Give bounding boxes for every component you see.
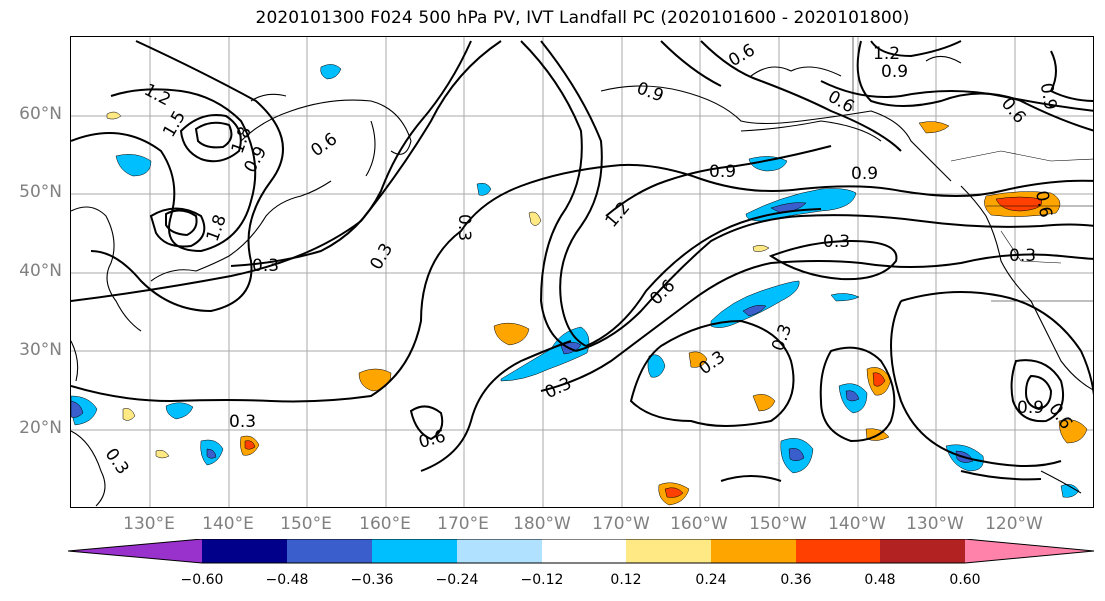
positive-anomaly-12 bbox=[106, 111, 122, 120]
map-canvas: 1.2 1.5 1.8 0.9 0.6 1.8 0.3 0.3 0.3 1.2 … bbox=[71, 37, 1093, 507]
lon-label-120w: 120°W bbox=[985, 514, 1043, 534]
lat-label-50n: 50°N bbox=[19, 182, 62, 202]
contour-label: 0.3 bbox=[229, 412, 256, 432]
contour-label: 0.3 bbox=[768, 322, 796, 354]
lon-label-170e: 170°E bbox=[437, 514, 489, 534]
colorbar-tick-label: 0.60 bbox=[949, 572, 981, 588]
colorbar-segment bbox=[626, 539, 711, 563]
positive-anomaly-6 bbox=[688, 351, 708, 368]
lon-label-140e: 140°E bbox=[202, 514, 254, 534]
lon-label-150w: 150°W bbox=[749, 514, 807, 534]
negative-anomaly-small-3 bbox=[476, 182, 492, 196]
colorbar-segment bbox=[880, 539, 965, 563]
negative-anomaly-small-4 bbox=[1060, 484, 1080, 498]
contour-label: 1.5 bbox=[159, 107, 190, 140]
contour-label: 0.6 bbox=[824, 87, 857, 118]
contour-label: 1.2 bbox=[873, 44, 900, 64]
positive-anomaly-13 bbox=[752, 245, 770, 252]
lon-label-140w: 140°W bbox=[828, 514, 886, 534]
positive-anomaly-10 bbox=[918, 121, 950, 134]
contour-label: 0.3 bbox=[454, 214, 474, 241]
lon-label-180w: 180°W bbox=[513, 514, 571, 534]
positive-anomaly-1 bbox=[493, 322, 530, 346]
lon-label-160w: 160°W bbox=[670, 514, 728, 534]
pv-contours bbox=[71, 40, 1093, 482]
negative-anomaly-small-1 bbox=[320, 64, 342, 80]
contour-label: 0.9 bbox=[634, 78, 666, 106]
lat-label-60n: 60°N bbox=[19, 104, 62, 124]
negative-anomaly-small-5 bbox=[830, 293, 860, 302]
contour-label: 0.6 bbox=[1031, 189, 1055, 219]
map-panel: 1.2 1.5 1.8 0.9 0.6 1.8 0.3 0.3 0.3 1.2 … bbox=[70, 36, 1094, 508]
contour-label: 0.3 bbox=[542, 374, 575, 404]
contour-label: 0.9 bbox=[709, 162, 736, 182]
positive-anomaly-9-core bbox=[244, 440, 256, 450]
negative-anomaly-japan bbox=[115, 154, 152, 177]
contour-label: 0.9 bbox=[1017, 398, 1044, 418]
contour-label: 0.6 bbox=[646, 276, 679, 309]
colorbar-tick-label: 0.36 bbox=[780, 572, 812, 588]
negative-anomaly-south-1-core bbox=[788, 448, 805, 461]
colorbar-tick-label: 0.12 bbox=[610, 572, 642, 588]
colorbar-segment bbox=[287, 539, 372, 563]
contour-label: 0.9 bbox=[1036, 81, 1060, 111]
lat-label-20n: 20°N bbox=[19, 418, 62, 438]
colorbar-tick-label: 0.24 bbox=[695, 572, 727, 588]
colorbar-tick-label: −0.12 bbox=[520, 572, 564, 588]
lon-label-130e: 130°E bbox=[123, 514, 175, 534]
colorbar-tick-label: −0.60 bbox=[180, 572, 224, 588]
lon-label-170w: 170°W bbox=[592, 514, 650, 534]
lat-label-40n: 40°N bbox=[19, 261, 62, 281]
colorbar-segment bbox=[796, 539, 880, 563]
colorbar-segment bbox=[711, 539, 796, 563]
colorbar-tick-label: −0.48 bbox=[265, 572, 309, 588]
colorbar bbox=[68, 539, 1095, 564]
contour-label: 0.3 bbox=[823, 232, 850, 252]
contour-label: 0.6 bbox=[307, 129, 341, 161]
contour-label: 0.3 bbox=[1009, 246, 1036, 266]
contour-label: 0.9 bbox=[881, 62, 908, 82]
positive-anomaly-7 bbox=[752, 394, 776, 412]
colorbar-tick-label: −0.24 bbox=[435, 572, 479, 588]
negative-anomaly-sw-1-core bbox=[206, 448, 217, 459]
negative-anomaly-mid-core bbox=[742, 304, 767, 317]
borders bbox=[852, 37, 1093, 302]
colorbar-tick-label: −0.36 bbox=[350, 572, 394, 588]
map-title: 2020101300 F024 500 hPa PV, IVT Landfall… bbox=[255, 8, 910, 28]
colorbar-tick-label: 0.48 bbox=[864, 572, 896, 588]
coastlines bbox=[71, 55, 1093, 507]
colorbar-segment bbox=[542, 539, 626, 563]
colorbar-segment bbox=[202, 539, 287, 563]
positive-anomaly-15 bbox=[155, 449, 170, 459]
ivt-shading bbox=[71, 64, 1088, 506]
colorbar-extension-low bbox=[68, 539, 202, 563]
negative-anomaly-small-2 bbox=[647, 354, 666, 378]
contour-label: 0.3 bbox=[252, 256, 279, 276]
contour-label: 1.2 bbox=[141, 80, 174, 110]
positive-anomaly-5 bbox=[1058, 419, 1088, 444]
lon-label-160e: 160°E bbox=[359, 514, 411, 534]
lon-label-130w: 130°W bbox=[906, 514, 964, 534]
positive-anomaly-3-core bbox=[664, 487, 684, 498]
contour-label: 0.9 bbox=[851, 164, 878, 184]
positive-anomaly-11 bbox=[122, 408, 136, 421]
lat-label-30n: 30°N bbox=[19, 340, 62, 360]
lon-label-150e: 150°E bbox=[280, 514, 332, 534]
negative-anomaly-hawaii-east-core bbox=[845, 390, 860, 402]
colorbar-extension-high bbox=[965, 539, 1094, 563]
negative-anomaly-sw-2 bbox=[165, 402, 194, 420]
contour-label: 1.2 bbox=[602, 198, 635, 232]
negative-anomaly-mid bbox=[710, 280, 800, 328]
positive-anomaly-14 bbox=[528, 211, 542, 226]
negative-anomaly-alaska bbox=[748, 156, 788, 172]
colorbar-segment bbox=[457, 539, 542, 563]
contour-label: 0.3 bbox=[366, 240, 397, 273]
positive-anomaly-4-core bbox=[872, 372, 886, 387]
positive-anomaly-coast-core bbox=[995, 196, 1043, 212]
colorbar-segment bbox=[372, 539, 457, 563]
contour-label: 0.6 bbox=[997, 94, 1030, 128]
negative-anomaly-west-edge-core bbox=[71, 400, 84, 418]
contour-labels: 1.2 1.5 1.8 0.9 0.6 1.8 0.3 0.3 0.3 1.2 … bbox=[101, 40, 1076, 478]
contour-label: 0.3 bbox=[101, 445, 133, 479]
